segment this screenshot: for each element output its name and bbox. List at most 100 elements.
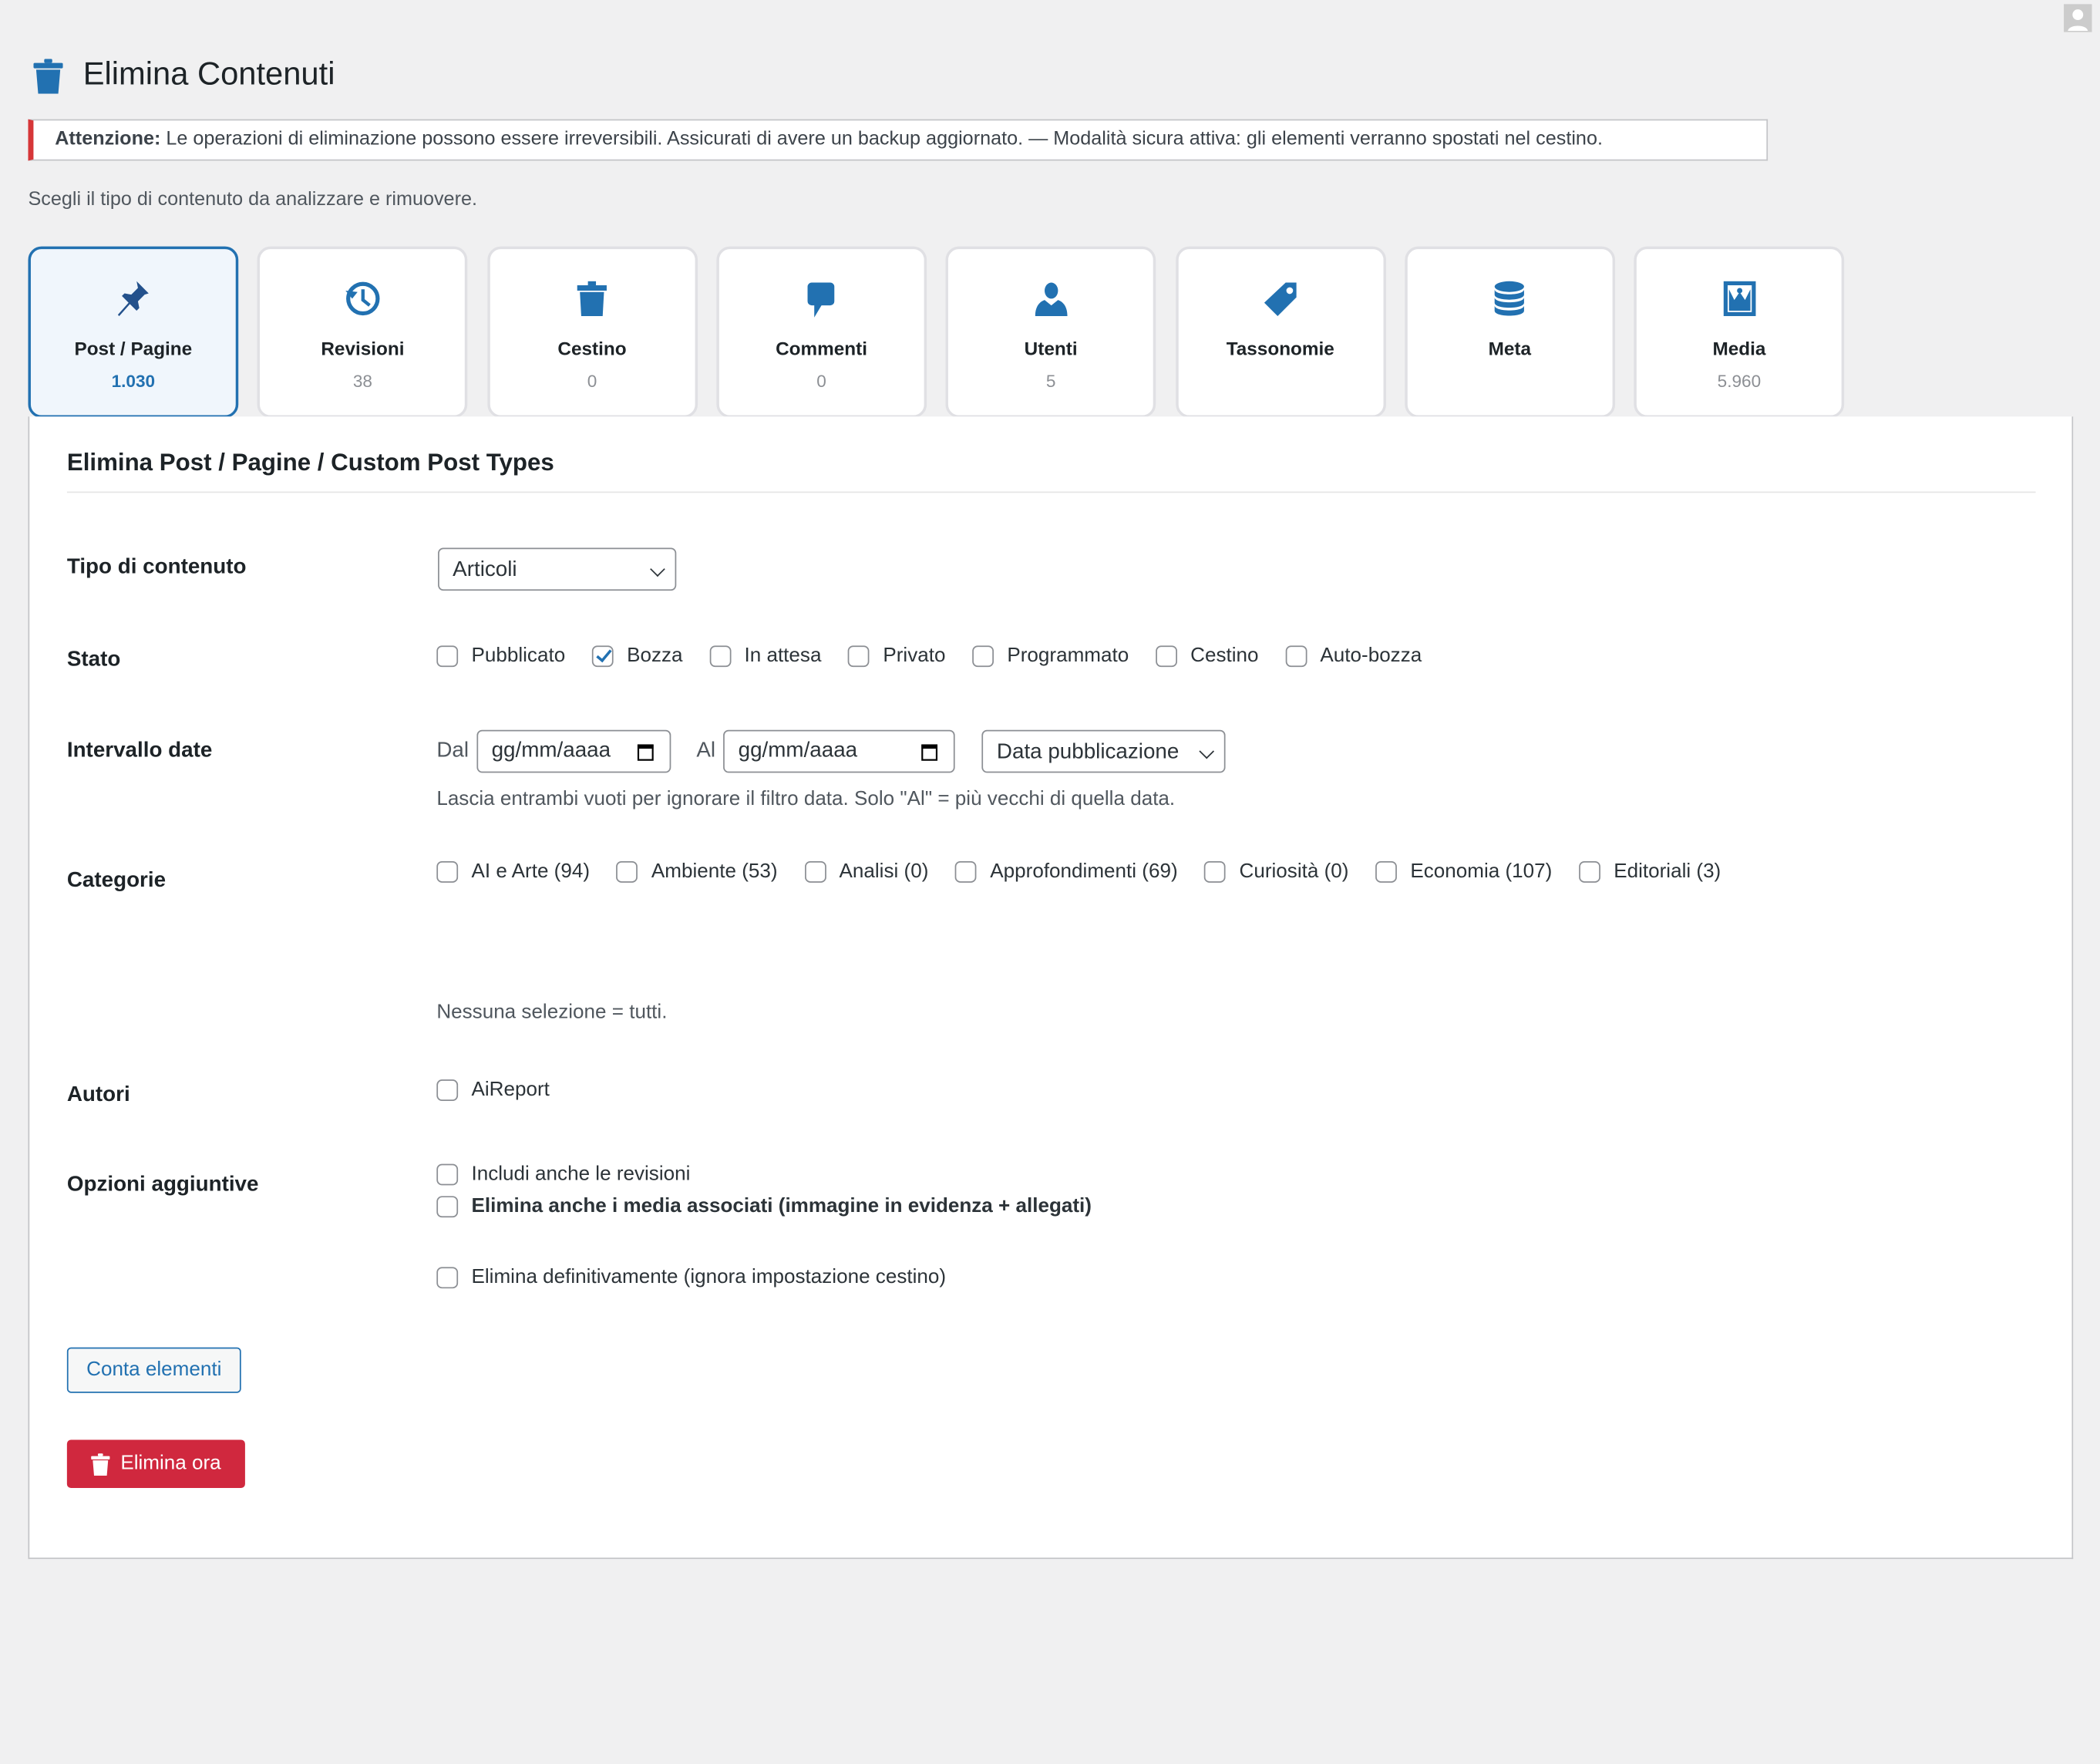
category-options: AI e Arte (94) Ambiente (53) Analisi (0) Ap… xyxy=(436,860,1748,883)
delete-now-button[interactable]: Elimina ora xyxy=(66,1439,245,1489)
include-revisions-checkbox[interactable]: Includi anche le revisioni xyxy=(436,1162,691,1186)
status-checkbox[interactable]: Auto-bozza xyxy=(1285,644,1422,668)
date-from-placeholder: gg/mm/aaaa xyxy=(491,739,611,762)
status-checkbox[interactable]: Programmato xyxy=(972,645,1129,667)
tab-cestino[interactable]: Cestino 0 xyxy=(486,246,698,419)
category-checkbox[interactable]: Curiosità (0) xyxy=(1204,860,1348,883)
history-icon xyxy=(345,281,380,316)
tab-count: 38 xyxy=(352,371,372,392)
category-checkbox[interactable]: Analisi (0) xyxy=(804,860,928,883)
checkbox[interactable] xyxy=(436,1266,459,1288)
checkbox-label: Elimina anche i media associati (immagin… xyxy=(471,1194,1092,1218)
force-delete-checkbox[interactable]: Elimina definitivamente (ignora impostaz… xyxy=(436,1265,947,1289)
tag-icon xyxy=(1264,282,1297,316)
checkbox-label: Cestino xyxy=(1190,644,1259,668)
checkbox[interactable] xyxy=(955,860,977,882)
categories-label: Categorie xyxy=(66,869,167,892)
checkbox[interactable] xyxy=(1579,860,1600,882)
avatar[interactable] xyxy=(2064,4,2092,32)
checkbox[interactable] xyxy=(1285,645,1307,667)
author-checkbox[interactable]: AiReport xyxy=(436,1078,550,1101)
page-title: Elimina Contenuti xyxy=(82,56,335,93)
category-checkbox[interactable]: Approfondimenti (69) xyxy=(955,860,1178,883)
category-checkbox[interactable]: Economia (107) xyxy=(1375,860,1552,883)
tab-revisioni[interactable]: Revisioni 38 xyxy=(257,246,468,419)
checkbox-label: Economia (107) xyxy=(1410,860,1553,883)
checkbox-label: Analisi (0) xyxy=(839,860,929,883)
date-field-select[interactable]: Data pubblicazione xyxy=(981,729,1226,773)
category-checkbox[interactable]: Ambiente (53) xyxy=(616,860,778,883)
chevron-down-icon xyxy=(650,561,665,577)
trash-icon xyxy=(33,59,63,94)
trash-icon xyxy=(91,1453,110,1476)
warning-notice: Attenzione: Le operazioni di eliminazion… xyxy=(28,119,1769,161)
checkbox-label: Curiosità (0) xyxy=(1239,860,1349,883)
checkbox-label: Includi anche le revisioni xyxy=(471,1162,691,1186)
type-label: Tipo di contenuto xyxy=(66,555,247,579)
checkbox[interactable] xyxy=(709,645,732,667)
tab-post-pagine[interactable]: Post / Pagine 1.030 xyxy=(28,246,239,419)
tab-label: Media xyxy=(1712,337,1766,359)
status-options: Pubblicato Bozza In attesa Privato Programma… xyxy=(436,644,1449,668)
status-label: Stato xyxy=(66,648,121,672)
checkbox[interactable] xyxy=(436,645,459,667)
delete-media-checkbox[interactable]: Elimina anche i media associati (immagin… xyxy=(436,1194,1092,1218)
date-to-placeholder: gg/mm/aaaa xyxy=(738,739,858,762)
checkbox-label: Auto-bozza xyxy=(1320,644,1422,668)
status-checkbox[interactable]: Cestino xyxy=(1155,644,1259,668)
checkbox[interactable] xyxy=(436,1163,459,1185)
count-button[interactable]: Conta elementi xyxy=(66,1347,241,1393)
checkbox[interactable] xyxy=(436,1195,459,1217)
tab-count: 5 xyxy=(1045,371,1056,392)
checkbox-label: Approfondimenti (69) xyxy=(990,860,1178,883)
content-type-select[interactable]: Articoli xyxy=(438,547,677,591)
checkbox[interactable] xyxy=(848,645,870,667)
checkbox[interactable] xyxy=(436,1079,459,1101)
database-icon xyxy=(1495,281,1525,316)
tab-count: 1.030 xyxy=(111,371,156,392)
calendar-icon[interactable] xyxy=(921,743,938,761)
status-checkbox[interactable]: In attesa xyxy=(709,645,821,667)
tab-meta[interactable]: Meta xyxy=(1404,246,1615,419)
chevron-down-icon xyxy=(1199,743,1215,759)
tab-utenti[interactable]: Utenti 5 xyxy=(945,246,1156,419)
notice-text: Le operazioni di eliminazione possono es… xyxy=(160,128,1603,150)
image-icon xyxy=(1723,281,1755,316)
category-checkbox[interactable]: AI e Arte (94) xyxy=(436,860,590,883)
panel: Elimina Post / Pagine / Custom Post Type… xyxy=(28,416,2074,1560)
tab-media[interactable]: Media 5.960 xyxy=(1634,246,1845,419)
tab-label: Revisioni xyxy=(321,337,405,359)
checkbox[interactable] xyxy=(804,860,826,882)
tab-count: 0 xyxy=(587,371,597,392)
checkbox[interactable] xyxy=(616,860,638,882)
checkbox-label: AI e Arte (94) xyxy=(471,860,591,883)
checkbox-label: Privato xyxy=(883,644,946,668)
checkbox[interactable] xyxy=(1155,645,1177,667)
comment-icon xyxy=(808,282,835,318)
authors-label: Autori xyxy=(66,1083,130,1106)
tab-commenti[interactable]: Commenti 0 xyxy=(716,246,927,419)
intro-text: Scegli il tipo di contenuto da analizzar… xyxy=(28,188,477,210)
checkbox-label: Elimina definitivamente (ignora impostaz… xyxy=(471,1265,947,1289)
divider xyxy=(66,491,2036,493)
author-options: AiReport xyxy=(436,1078,576,1101)
checkbox[interactable] xyxy=(1204,860,1227,882)
checkbox[interactable] xyxy=(1375,860,1397,882)
checkbox[interactable] xyxy=(591,645,614,667)
tab-tassonomie[interactable]: Tassonomie xyxy=(1175,246,1386,419)
date-from-input[interactable]: gg/mm/aaaa xyxy=(476,729,671,773)
date-to-input[interactable]: gg/mm/aaaa xyxy=(723,729,956,773)
category-checkbox[interactable]: Editoriali (3) xyxy=(1579,860,1721,883)
checkbox-label: Editoriali (3) xyxy=(1614,860,1721,883)
status-checkbox[interactable]: Privato xyxy=(848,644,946,668)
status-checkbox[interactable]: Bozza xyxy=(591,645,683,667)
tab-label: Commenti xyxy=(776,337,868,359)
status-checkbox[interactable]: Pubblicato xyxy=(436,645,565,667)
pin-icon xyxy=(117,281,148,316)
dates-label: Intervallo date xyxy=(66,739,213,762)
checkbox[interactable] xyxy=(972,645,994,667)
calendar-icon[interactable] xyxy=(637,743,654,761)
tab-label: Cestino xyxy=(557,337,627,359)
checkbox[interactable] xyxy=(436,860,459,882)
